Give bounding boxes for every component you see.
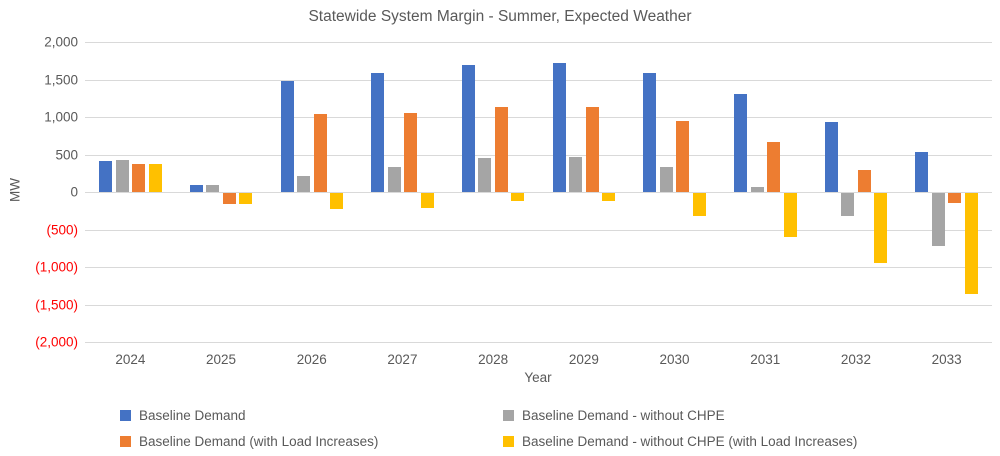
bar <box>222 193 236 205</box>
legend-label: Baseline Demand (with Load Increases) <box>139 434 379 449</box>
x-tick-label: 2028 <box>478 352 509 367</box>
bar <box>602 193 616 201</box>
bar <box>511 193 525 202</box>
gridline <box>85 342 992 343</box>
bar <box>964 193 978 295</box>
bar <box>239 193 253 205</box>
bar <box>676 121 690 192</box>
x-axis-title: Year <box>524 370 552 385</box>
legend-item: Baseline Demand - without CHPE <box>503 408 725 423</box>
x-tick-label: 2031 <box>750 352 781 367</box>
bar <box>841 193 855 216</box>
bar <box>313 114 327 192</box>
bar <box>280 81 294 192</box>
bar <box>569 156 583 192</box>
y-tick-label: (500) <box>46 222 78 237</box>
legend-swatch-icon <box>120 436 131 447</box>
y-tick-label: (1,000) <box>35 259 78 275</box>
bar <box>330 193 343 209</box>
gridline <box>85 79 992 81</box>
x-tick-label: 2029 <box>568 352 599 367</box>
bar <box>387 166 401 192</box>
x-tick-label: 2032 <box>840 352 871 367</box>
bar <box>99 160 113 192</box>
bar <box>189 185 203 192</box>
bar <box>552 63 566 192</box>
bar <box>404 113 418 192</box>
y-axis: 2,000 1,500 1,000 500 0 (500) (1,000) (1,500) (2… <box>0 35 78 350</box>
bar <box>734 93 747 192</box>
bar <box>420 193 434 208</box>
x-tick-label: 2025 <box>206 352 237 367</box>
legend-swatch-icon <box>503 436 514 447</box>
bar <box>494 106 508 192</box>
gridline <box>85 192 992 193</box>
bar <box>783 193 797 237</box>
bar <box>874 193 888 263</box>
legend: Baseline Demand Baseline Demand - without… <box>0 402 1000 456</box>
bar <box>750 186 764 192</box>
bar <box>461 65 475 192</box>
y-tick-label: 1,500 <box>44 72 78 87</box>
chart-title: Statewide System Margin - Summer, Expect… <box>308 8 692 25</box>
bar <box>206 184 220 192</box>
gridline <box>85 229 992 231</box>
bar <box>915 152 929 192</box>
legend-label: Baseline Demand - without CHPE <box>522 408 725 423</box>
x-tick-label: 2030 <box>659 352 690 367</box>
gridline <box>85 42 992 43</box>
y-tick-label: 0 <box>70 184 78 200</box>
legend-label: Baseline Demand - without CHPE (with Loa… <box>522 434 858 449</box>
x-axis: 2024 2025 2026 2027 2028 2029 2030 2031 2032 2033 <box>85 352 992 368</box>
bar <box>585 106 599 192</box>
bar <box>297 175 310 192</box>
bar <box>857 169 871 192</box>
y-tick-label: (1,500) <box>35 297 78 312</box>
y-tick-label: 500 <box>55 147 78 162</box>
x-tick-label: 2027 <box>387 352 418 367</box>
legend-item: Baseline Demand (with Load Increases) <box>120 434 378 449</box>
plot-area <box>85 42 992 343</box>
bar <box>659 167 673 192</box>
bar <box>948 193 962 203</box>
y-tick-label: 2,000 <box>44 34 78 50</box>
x-tick-label: 2024 <box>115 352 146 367</box>
gridline <box>85 267 992 268</box>
bar <box>478 158 492 192</box>
bar <box>132 163 146 192</box>
legend-label: Baseline Demand <box>139 408 246 423</box>
legend-item: Baseline Demand <box>120 408 246 423</box>
bar <box>824 122 838 192</box>
bar <box>931 193 945 247</box>
bar <box>643 73 657 192</box>
y-tick-label: 1,000 <box>44 109 78 125</box>
x-tick-label: 2026 <box>296 352 327 367</box>
gridline <box>85 117 992 118</box>
bar <box>115 159 129 192</box>
legend-swatch-icon <box>503 410 514 421</box>
gridline <box>85 154 992 156</box>
bar <box>371 72 385 192</box>
bar <box>148 163 162 192</box>
bar <box>692 193 706 216</box>
gridline <box>85 304 992 306</box>
legend-item: Baseline Demand - without CHPE (with Loa… <box>503 434 857 449</box>
y-tick-label: (2,000) <box>35 334 78 350</box>
bar <box>767 141 780 192</box>
legend-swatch-icon <box>120 410 131 421</box>
x-tick-label: 2033 <box>931 352 962 367</box>
